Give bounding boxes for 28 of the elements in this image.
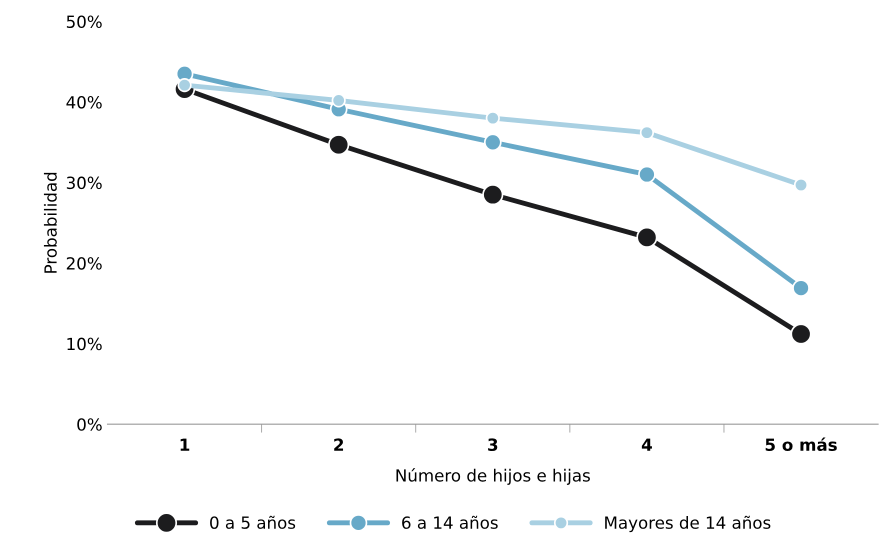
point	[640, 126, 654, 140]
x-tick-label: 5 o más	[766, 437, 837, 452]
point	[484, 133, 502, 152]
x-axis-title: Número de hijos e hijas	[396, 468, 590, 485]
x-tick-label: 3	[488, 438, 498, 452]
y-axis-title: Probabilidad	[44, 172, 57, 273]
point	[794, 178, 808, 192]
x-tick-label: 4	[642, 438, 652, 451]
y-tick-label: 20%	[66, 257, 102, 270]
point	[790, 323, 812, 345]
point	[638, 166, 656, 184]
y-tick-label: 30%	[66, 176, 102, 190]
y-tick-label: 40%	[66, 96, 102, 109]
point	[636, 226, 658, 248]
point	[482, 184, 504, 206]
legend-label: Mayores de 14 años	[605, 516, 770, 532]
y-tick-label: 50%	[66, 15, 102, 28]
legend-label: 0 a 5 años	[210, 516, 296, 529]
point	[332, 93, 346, 108]
legend-label: 6 a 14 años	[402, 516, 498, 529]
point	[486, 111, 500, 126]
x-tick-label: 1	[180, 438, 190, 451]
y-tick-label: 0%	[77, 418, 102, 431]
point	[328, 134, 350, 156]
y-tick-label: 10%	[67, 338, 102, 350]
point	[792, 279, 810, 297]
x-tick-label: 2	[334, 438, 344, 451]
point	[177, 78, 192, 92]
